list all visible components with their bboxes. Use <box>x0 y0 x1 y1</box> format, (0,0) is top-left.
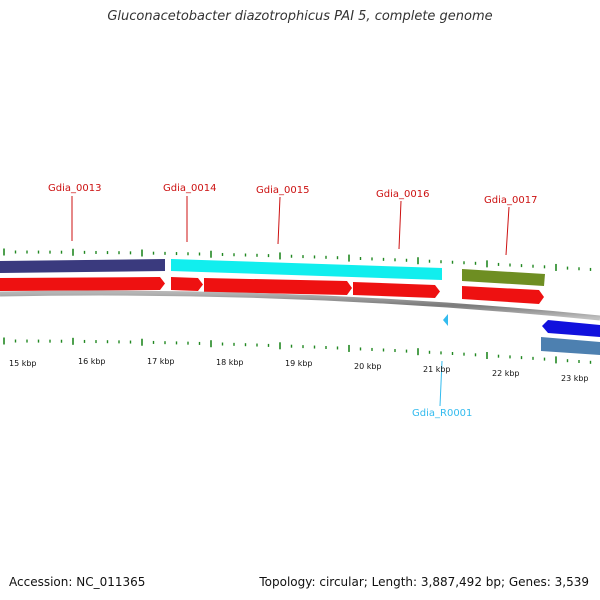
gene-label-gdia-0015[interactable]: Gdia_0015 <box>256 185 309 196</box>
genome-backbone <box>0 290 600 321</box>
gene-label-gdia-0013[interactable]: Gdia_0013 <box>48 183 101 194</box>
outer-tick-ring <box>3 248 592 271</box>
feature-olive-block[interactable] <box>462 269 545 286</box>
gene-label-gdia-0016[interactable]: Gdia_0016 <box>376 189 429 200</box>
label-leader-lines <box>71 196 510 407</box>
cds-arrow-gdia-0017[interactable] <box>462 286 544 304</box>
gene-label-gdia-0017[interactable]: Gdia_0017 <box>484 195 537 206</box>
feature-cyan-block[interactable] <box>171 259 442 280</box>
cds-arrow-gdia-0013[interactable] <box>0 277 165 291</box>
inner-tick-ring <box>3 337 592 364</box>
cds-arrow-gdia-0016[interactable] <box>353 282 440 298</box>
scale-labels: 15 kbp 16 kbp 17 kbp 18 kbp 19 kbp 20 kb… <box>9 357 589 383</box>
scale-label-19kbp: 19 kbp <box>285 359 313 368</box>
cds-track <box>0 277 544 304</box>
feature-steel-block[interactable] <box>541 337 600 355</box>
rna-label-gdia-r0001[interactable]: Gdia_R0001 <box>412 408 472 419</box>
scale-label-16kbp: 16 kbp <box>78 357 106 366</box>
accession-text: Accession: NC_011365 <box>9 575 146 589</box>
feature-track-upper <box>0 259 545 286</box>
scale-label-17kbp: 17 kbp <box>147 357 175 366</box>
cds-arrow-gdia-0014[interactable] <box>171 277 203 291</box>
scale-label-21kbp: 21 kbp <box>423 365 451 374</box>
genome-title: Gluconacetobacter diazotrophicus PAI 5, … <box>107 9 493 24</box>
genome-summary-text: Topology: circular; Length: 3,887,492 bp… <box>259 575 589 589</box>
scale-label-15kbp: 15 kbp <box>9 359 37 368</box>
feature-track-lower <box>541 320 600 355</box>
rna-marker-gdia-r0001[interactable] <box>443 314 448 326</box>
gene-labels: Gdia_0013 Gdia_0014 Gdia_0015 Gdia_0016 … <box>48 183 537 419</box>
scale-label-18kbp: 18 kbp <box>216 358 244 367</box>
feature-blue-arrow[interactable] <box>542 320 600 337</box>
scale-label-20kbp: 20 kbp <box>354 362 382 371</box>
feature-navy-block[interactable] <box>0 259 165 273</box>
scale-label-23kbp: 23 kbp <box>561 374 589 383</box>
scale-label-22kbp: 22 kbp <box>492 369 520 378</box>
gene-label-gdia-0014[interactable]: Gdia_0014 <box>163 183 216 194</box>
cds-arrow-gdia-0015[interactable] <box>204 278 352 295</box>
